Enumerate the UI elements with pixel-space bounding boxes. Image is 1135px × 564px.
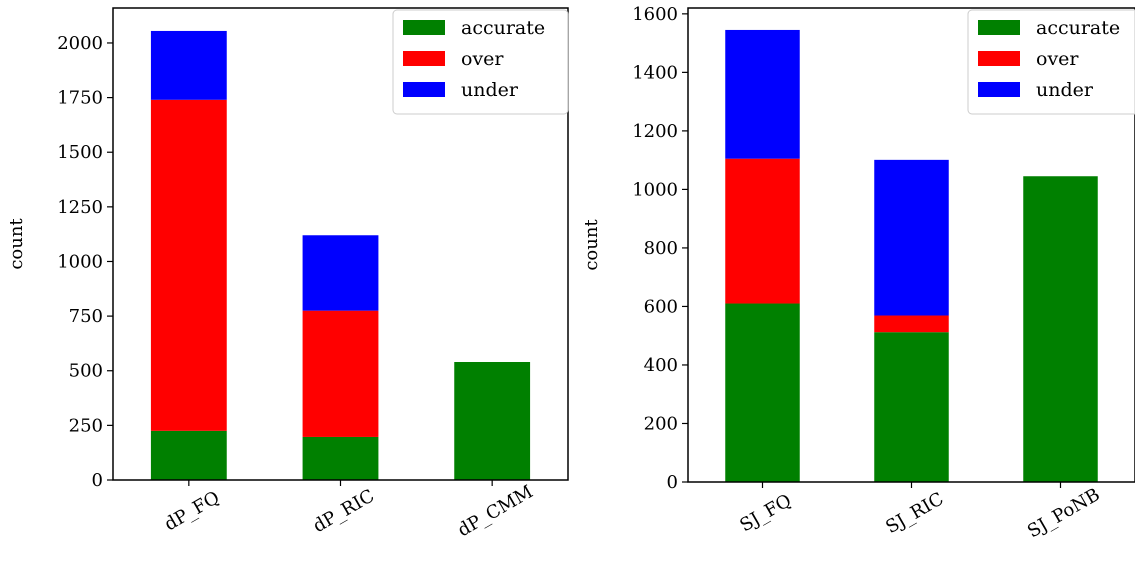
- y-tick-label: 2000: [57, 33, 103, 54]
- y-tick-label: 200: [644, 413, 678, 434]
- x-tick-label-dP_RIC: dP_RIC: [309, 485, 378, 537]
- axes-frame: [687, 7, 1135, 483]
- legend-label-accurate: accurate: [1036, 17, 1120, 39]
- legend: accurate over under: [392, 9, 569, 115]
- y-tick-label: 1500: [57, 142, 103, 163]
- bar-dP_RIC-over: [302, 310, 379, 437]
- x-tick-label-SJ_PoNB: SJ_PoNB: [1024, 484, 1104, 542]
- legend-label-over: over: [1036, 48, 1079, 70]
- y-tick-label: 0: [92, 470, 103, 491]
- y-tick-label: 750: [69, 306, 103, 327]
- bar-dP_FQ-under: [150, 30, 227, 100]
- y-tick-label: 1000: [57, 251, 103, 272]
- y-tick-label: 1200: [632, 121, 678, 142]
- bar-SJ_PoNB-accurate: [1023, 176, 1098, 483]
- legend: accurate over under: [967, 9, 1135, 115]
- legend-label-under: under: [1036, 79, 1094, 101]
- bar-SJ_FQ-accurate: [725, 303, 800, 482]
- y-tick-label: 500: [69, 361, 103, 382]
- y-tick-label: 1000: [632, 179, 678, 200]
- bar-SJ_RIC-under: [874, 159, 949, 316]
- y-axis-label: count: [6, 218, 27, 270]
- legend-label-under: under: [461, 79, 519, 101]
- legend-swatch-under: [978, 82, 1020, 97]
- y-tick-label: 1400: [632, 62, 678, 83]
- x-tick-label-SJ_RIC: SJ_RIC: [882, 488, 947, 538]
- bar-dP_RIC-under: [302, 235, 379, 311]
- chart-panel-1: dP_FQ dP_RIC dP_CMM 0 250 500 750 1000 1250 1500 1…: [6, 7, 569, 541]
- bar-dP_RIC-accurate: [302, 436, 379, 480]
- y-tick-label: 1250: [57, 197, 103, 218]
- bar-dP_FQ-accurate: [150, 430, 227, 480]
- y-tick-label: 600: [644, 296, 678, 317]
- x-tick-label-dP_CMM: dP_CMM: [454, 481, 537, 541]
- y-tick-label: 800: [644, 238, 678, 259]
- axes-frame: [112, 7, 569, 481]
- legend-swatch-over: [403, 51, 445, 66]
- y-tick-label: 1750: [57, 88, 103, 109]
- bar-SJ_RIC-accurate: [874, 332, 949, 482]
- bar-dP_FQ-over: [150, 99, 227, 431]
- chart-panel-2: SJ_FQ SJ_RIC SJ_PoNB 0 200 400 600 800 1000 1200 1…: [581, 4, 1135, 542]
- bar-SJ_FQ-over: [725, 158, 800, 304]
- y-axis-label: count: [581, 219, 602, 271]
- legend-swatch-accurate: [978, 20, 1020, 35]
- bar-SJ_FQ-under: [725, 29, 800, 159]
- legend-label-accurate: accurate: [461, 17, 545, 39]
- y-tick-label: 1600: [632, 4, 678, 25]
- x-tick-label-SJ_FQ: SJ_FQ: [736, 490, 795, 536]
- y-tick-label: 250: [69, 415, 103, 436]
- legend-swatch-over: [978, 51, 1020, 66]
- bar-SJ_RIC-over: [874, 315, 949, 333]
- y-tick-label: 0: [667, 472, 678, 493]
- bar-dP_CMM-accurate: [454, 362, 531, 480]
- y-tick-label: 400: [644, 355, 678, 376]
- x-tick-label-dP_FQ: dP_FQ: [161, 487, 223, 535]
- legend-swatch-accurate: [403, 20, 445, 35]
- legend-swatch-under: [403, 82, 445, 97]
- legend-label-over: over: [461, 48, 504, 70]
